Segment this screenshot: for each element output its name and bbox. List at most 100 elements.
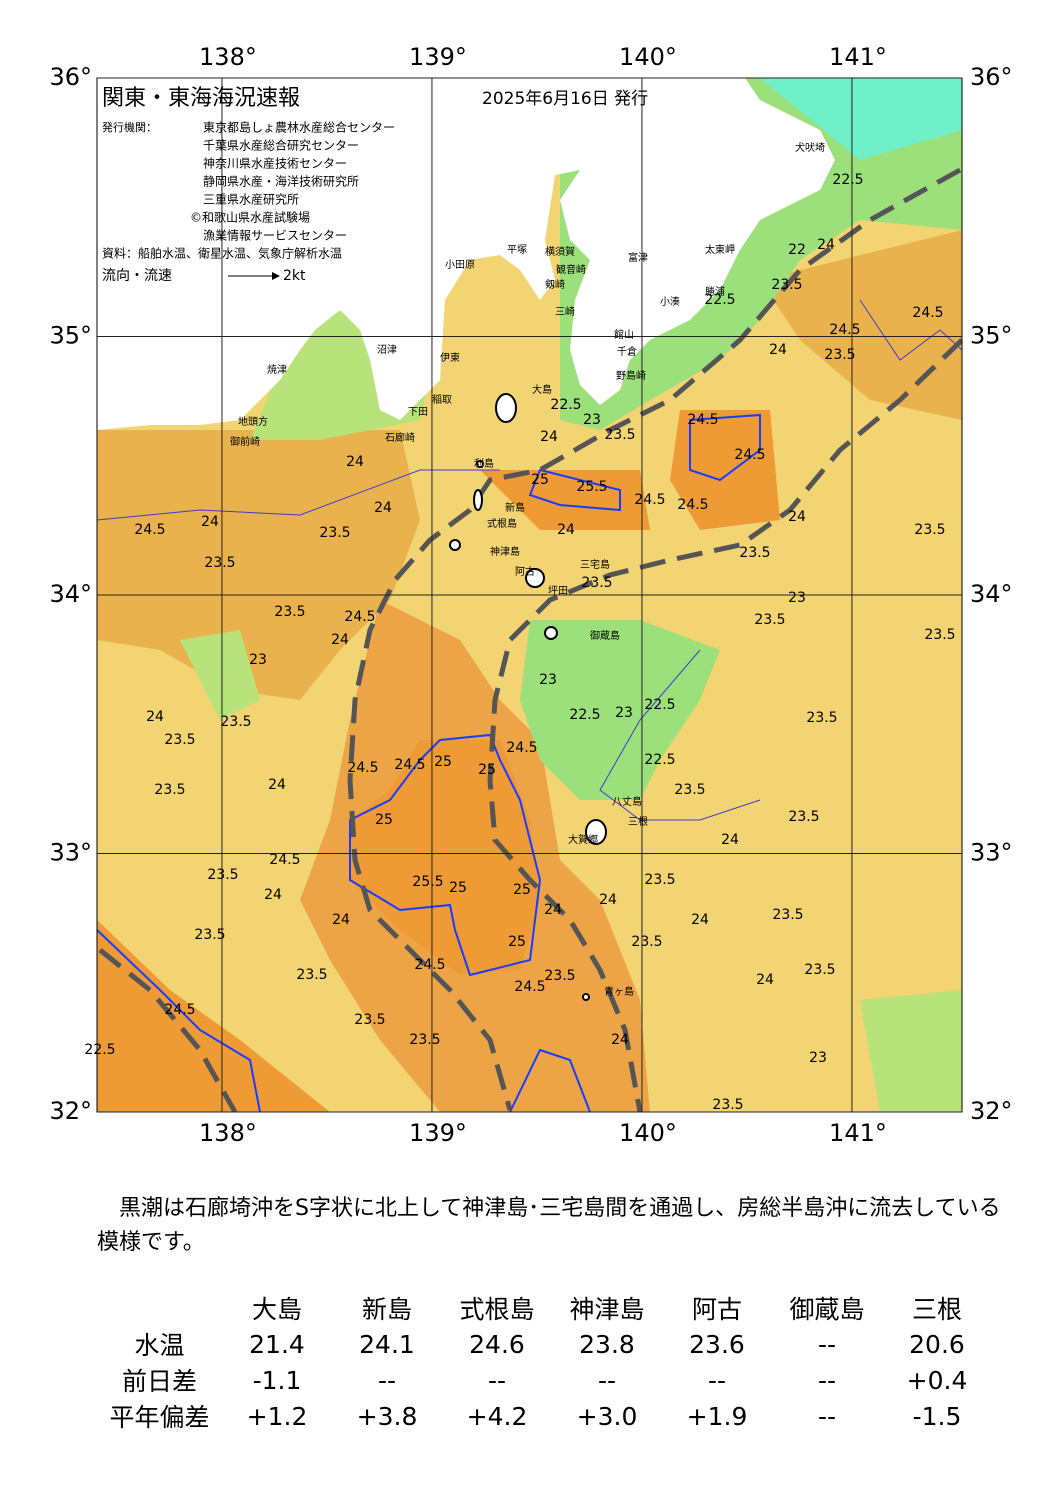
place-name: 八丈島 xyxy=(612,795,642,808)
contour-label: 24.5 xyxy=(912,305,943,321)
station-table: 大島 新島 式根島 神津島 阿古 御蔵島 三根 水温 21.4 24.1 24.6 23.8 23.6 -… xyxy=(97,1290,992,1434)
contour-label: 22.5 xyxy=(644,697,675,713)
contour-label: 23.5 xyxy=(164,732,195,748)
contour-label: 23.5 xyxy=(194,927,225,943)
contour-label: 24.5 xyxy=(269,852,300,868)
data-source: 資料：船舶水温、衛星水温、気象庁解析水温 xyxy=(102,246,342,261)
contour-label: 25 xyxy=(478,762,496,778)
contour-label: 24 xyxy=(374,500,392,516)
contour-label: 24.5 xyxy=(164,1002,195,1018)
contour-label: 23.5 xyxy=(739,545,770,561)
contour-label: 22 xyxy=(788,242,806,258)
y-tick-label: 32° xyxy=(49,1097,92,1125)
table-cell: +3.0 xyxy=(576,1401,638,1431)
column-header: 式根島 xyxy=(459,1295,535,1324)
contour-label: 24 xyxy=(756,972,774,988)
column-header: 大島 xyxy=(251,1295,302,1324)
place-name: 阿古 xyxy=(515,565,535,578)
contour-label: 23.5 xyxy=(604,427,635,443)
y-tick-label: 33° xyxy=(970,839,1013,867)
issuer: 千葉県水産総合研究センター xyxy=(203,138,359,153)
contour-label: 23 xyxy=(615,705,633,721)
place-name: 大島 xyxy=(532,383,552,396)
x-tick-label: 141° xyxy=(829,1119,887,1147)
contour-label: 23.5 xyxy=(712,1097,743,1113)
table-cell: +4.2 xyxy=(466,1401,528,1431)
place-name: 館山 xyxy=(614,328,634,341)
contour-label: 24.5 xyxy=(414,957,445,973)
contour-label: 24.5 xyxy=(506,740,537,756)
place-name: 野島崎 xyxy=(616,369,646,382)
contour-label: 23.5 xyxy=(207,867,238,883)
contour-label: 23.5 xyxy=(771,277,802,293)
contour-label: 23.5 xyxy=(204,555,235,571)
contour-label: 24 xyxy=(557,522,575,538)
x-tick-label: 139° xyxy=(409,43,467,71)
y-tick-label: 32° xyxy=(970,1097,1013,1125)
legend-arrowhead xyxy=(272,272,280,280)
place-name: 大賀郷 xyxy=(568,833,598,846)
place-name: 焼津 xyxy=(267,364,287,376)
place-name: 神津島 xyxy=(490,545,520,558)
table-row: 平年偏差 +1.2 +3.8 +4.2 +3.0 +1.9 -- -1.5 xyxy=(97,1398,992,1434)
place-name: 横須賀 xyxy=(545,245,575,258)
issuer: 神奈川県水産技術センター xyxy=(203,156,347,171)
place-name: 三宅島 xyxy=(580,558,610,571)
contour-label: 25 xyxy=(531,472,549,488)
y-tick-label: 35° xyxy=(970,322,1013,350)
header-row: 大島 新島 式根島 神津島 阿古 御蔵島 三根 xyxy=(97,1290,992,1326)
y-tick-label: 34° xyxy=(970,580,1013,608)
y-tick-label: 33° xyxy=(49,839,92,867)
table-row: 前日差 -1.1 -- -- -- -- -- +0.4 xyxy=(97,1362,992,1398)
place-name: 小田原 xyxy=(445,259,475,271)
contour-label: 23.5 xyxy=(914,522,945,538)
contour-label: 23 xyxy=(539,672,557,688)
contour-label: 23 xyxy=(788,590,806,606)
contour-label: 23.5 xyxy=(296,967,327,983)
contour-label: 22.5 xyxy=(832,172,863,188)
column-header: 御蔵島 xyxy=(789,1295,865,1324)
place-name: 稲取 xyxy=(432,394,452,406)
contour-label: 24 xyxy=(691,912,709,928)
contour-label: 23.5 xyxy=(804,962,835,978)
contour-label: 23.5 xyxy=(772,907,803,923)
table-cell: -- xyxy=(597,1365,617,1395)
contour-label: 25.5 xyxy=(412,874,443,890)
y-tick-label: 34° xyxy=(49,580,92,608)
place-name: 新島 xyxy=(505,501,525,514)
contour-label: 24 xyxy=(201,514,219,530)
contour-label: 25 xyxy=(434,754,452,770)
place-name: 小湊 xyxy=(660,295,680,308)
column-header: 三根 xyxy=(911,1295,962,1324)
row-label: 平年偏差 xyxy=(109,1403,210,1432)
place-name: 伊東 xyxy=(440,351,460,364)
contour-label: 24 xyxy=(146,709,164,725)
contour-label: 25 xyxy=(508,934,526,950)
column-header: 新島 xyxy=(361,1295,412,1324)
issuer: ©和歌山県水産試験場 xyxy=(190,210,310,225)
place-name: 三崎 xyxy=(555,305,575,318)
contour-label: 24.5 xyxy=(394,757,425,773)
contour-label: 24.5 xyxy=(734,447,765,463)
place-name: 地頭方 xyxy=(238,415,268,428)
contour-label: 22.5 xyxy=(550,397,581,413)
table-cell: 23.8 xyxy=(579,1329,635,1359)
table-cell: -- xyxy=(487,1365,507,1395)
table-cell: -- xyxy=(817,1401,837,1431)
place-name: 式根島 xyxy=(487,517,517,530)
contour-label: 24.5 xyxy=(134,522,165,538)
legend-label: 流向・流速 xyxy=(102,268,172,284)
contour-label: 25 xyxy=(513,882,531,898)
contour-label: 22.5 xyxy=(704,292,735,308)
summary: 黒潮は石廊埼沖をS字状に北上して神津島･三宅島間を通過し、房総半島沖に流去してい… xyxy=(97,1196,1001,1255)
table-cell: +0.4 xyxy=(906,1365,968,1395)
contour-label: 23.5 xyxy=(788,809,819,825)
contour-label: 22.5 xyxy=(644,752,675,768)
contour-label: 24 xyxy=(331,632,349,648)
contour-label: 23.5 xyxy=(924,627,955,643)
contour-label: 23.5 xyxy=(631,934,662,950)
x-tick-label: 141° xyxy=(829,43,887,71)
map: 138° 138° 139° 139° 140° 140° 141° 141° 32° 32° 33… xyxy=(49,43,1013,1147)
table-cell: -- xyxy=(817,1365,837,1395)
